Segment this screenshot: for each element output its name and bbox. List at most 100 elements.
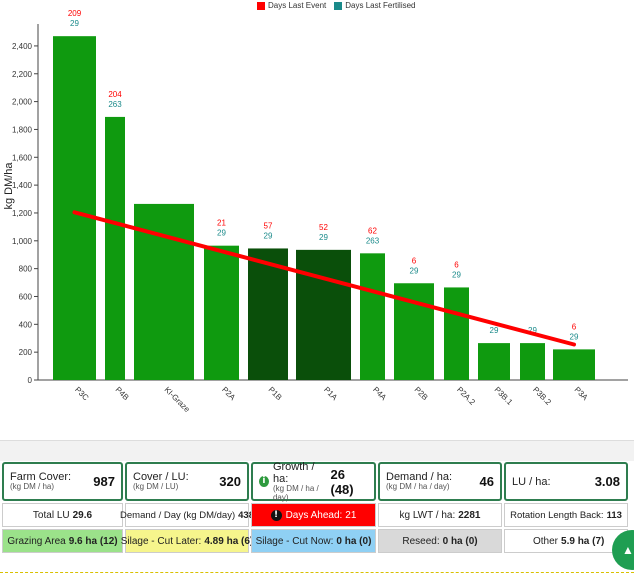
other-cell[interactable]: Other 5.9 ha (7) — [504, 529, 628, 553]
info-icon[interactable]: ! — [270, 509, 282, 521]
days-last-fertilised-label: 29 — [264, 231, 273, 240]
bar-p1b[interactable] — [248, 248, 288, 380]
demand-day-label: Demand / Day (kg DM/day) — [120, 509, 236, 521]
chart-area: Days Last Event Days Last Fertilised 0 20… — [3, 1, 628, 414]
y-tick-label: 600 — [19, 292, 33, 301]
lu-ha-card[interactable]: LU / ha: 3.08 — [504, 462, 628, 501]
cover-lu-value: 320 — [219, 474, 241, 489]
divider — [0, 440, 634, 461]
cover-lu-unit: (kg DM / LU) — [133, 482, 179, 492]
days-last-event-label: 21 — [217, 219, 226, 228]
y-tick-label: 800 — [19, 265, 33, 274]
other-value: 5.9 ha (7) — [561, 535, 605, 547]
silage-later-cell[interactable]: Silage - Cut Later: 4.89 ha (6) — [121, 529, 253, 553]
bar-p4b[interactable] — [105, 116, 125, 381]
y-tick-label: 2,400 — [12, 42, 33, 51]
y-tick-label: 1,400 — [12, 181, 33, 190]
bar-chart: 0 200 400 600 800 1,000 1,200 1,400 1,600 1,800 2,… — [3, 9, 628, 414]
days-last-fertilised-label: 29 — [570, 332, 579, 341]
y-tick-label: 1,000 — [12, 237, 33, 246]
total-lu-value: 29.6 — [72, 509, 93, 521]
x-tick-label: P4A — [371, 385, 389, 403]
days-last-event-label: 204 — [108, 90, 122, 99]
days-last-event-label: 6 — [572, 322, 577, 331]
legend-label-fertilised: Days Last Fertilised — [345, 1, 416, 10]
bar-p2a[interactable] — [204, 245, 239, 380]
demand-card[interactable]: Demand / ha: (kg DM / ha / day) 46 — [378, 462, 502, 501]
days-last-fertilised-label: 263 — [108, 100, 122, 109]
x-tick-label: P3C — [73, 385, 91, 403]
bar-p3a[interactable] — [553, 349, 595, 380]
y-tick-label: 1,600 — [12, 153, 33, 162]
days-last-event-label: 52 — [319, 223, 328, 232]
reseed-cell[interactable]: Reseed: 0 ha (0) — [378, 529, 502, 553]
area-row: Grazing Area 9.6 ha (12) Silage - Cut Lat… — [0, 529, 634, 553]
x-tick-label: P3B.1 — [493, 385, 515, 407]
days-last-fertilised-label: 29 — [319, 233, 328, 242]
growth-card[interactable]: i Growth / ha: (kg DM / ha / day) 26 (48) — [251, 460, 376, 502]
kg-lwt-label: kg LWT / ha: — [399, 509, 456, 521]
days-last-event-label: 57 — [264, 221, 273, 230]
other-label: Other — [533, 535, 559, 547]
silage-later-label: Silage - Cut Later: — [120, 535, 202, 547]
days-ahead-label: Days Ahead: — [285, 509, 343, 521]
days-last-event-label: 6 — [412, 256, 417, 265]
days-last-fertilised-label: 29 — [452, 270, 461, 279]
x-tick-label: P1A — [322, 385, 340, 403]
demand-day-cell: Demand / Day (kg DM/day) 438 — [120, 503, 254, 527]
silage-now-label: Silage - Cut Now: — [255, 535, 334, 547]
days-last-fertilised-label: 29 — [410, 266, 419, 275]
y-tick-label: 2,000 — [12, 98, 33, 107]
farm-cover-value: 987 — [93, 474, 115, 489]
scroll-up-button[interactable]: ▲ — [612, 530, 634, 570]
bar-ki-graze[interactable] — [134, 203, 194, 380]
demand-unit: (kg DM / ha / day) — [386, 482, 450, 492]
days-last-fertilised-label: 29 — [528, 326, 537, 335]
stats-panel: Farm Cover: (kg DM / ha) 987 Cover / LU:(… — [0, 460, 634, 553]
x-tick-label: P2A — [220, 385, 238, 403]
legend-swatch-event — [257, 1, 265, 10]
trend-line — [72, 210, 576, 347]
farm-cover-card[interactable]: Farm Cover: (kg DM / ha) 987 — [2, 462, 123, 501]
days-ahead-cell[interactable]: ! Days Ahead: 21 — [251, 503, 376, 527]
demand-label: Demand / ha: — [386, 471, 453, 484]
cover-lu-card[interactable]: Cover / LU: (kg DM / LU) 320 — [125, 462, 249, 501]
up-arrow-icon: ▲ — [622, 543, 634, 557]
y-tick-label: 0 — [28, 376, 33, 385]
growth-unit: (kg DM / ha / day) — [272, 483, 319, 502]
y-tick-label: 200 — [19, 348, 33, 357]
bar-p3b-1[interactable] — [478, 343, 510, 380]
x-tick-label: P2A.2 — [455, 385, 477, 407]
bar-p1a[interactable] — [296, 249, 351, 380]
bar-p3c[interactable] — [53, 36, 96, 381]
bar-p4a[interactable] — [360, 253, 385, 380]
rotation-value: 113 — [606, 509, 622, 521]
grazing-area-cell[interactable]: Grazing Area 9.6 ha (12) — [2, 529, 123, 553]
total-lu-cell: Total LU 29.6 — [2, 503, 123, 527]
reseed-label: Reseed: — [402, 535, 440, 547]
bar-p3b-2[interactable] — [520, 343, 545, 380]
bottom-border — [0, 572, 634, 573]
grazing-area-label: Grazing Area — [7, 535, 66, 547]
lu-ha-label: LU / ha: — [512, 475, 551, 488]
x-tick-label: P2B — [413, 385, 430, 402]
legend-swatch-fertilised — [334, 1, 343, 10]
silage-now-value: 0 ha (0) — [336, 535, 372, 547]
info-icon[interactable]: i — [259, 476, 269, 487]
silage-now-cell[interactable]: Silage - Cut Now: 0 ha (0) — [251, 529, 376, 553]
total-lu-label: Total LU — [32, 509, 70, 521]
farm-cover-label: Farm Cover: — [10, 471, 72, 484]
kg-lwt-cell: kg LWT / ha: 2281 — [378, 503, 502, 527]
details-row: Total LU 29.6 Demand / Day (kg DM/day) 438… — [0, 503, 634, 527]
cover-lu-label: Cover / LU: — [133, 471, 189, 484]
x-tick-label: KI-Graze — [163, 385, 192, 414]
bar-p2a-2[interactable] — [444, 287, 469, 380]
y-tick-label: 400 — [19, 320, 33, 329]
growth-label: Growth / ha: — [272, 460, 315, 485]
days-last-fertilised-label: 29 — [70, 19, 79, 28]
y-tick-label: 1,800 — [12, 125, 33, 134]
demand-day-value: 438 — [238, 509, 254, 521]
x-tick-label: P3B.2 — [531, 385, 553, 407]
kpi-row: Farm Cover: (kg DM / ha) 987 Cover / LU:(… — [0, 460, 634, 502]
y-tick-label: 1,200 — [12, 209, 33, 218]
